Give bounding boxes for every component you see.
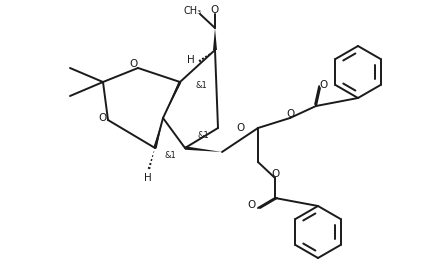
Text: O: O [99,113,107,123]
Text: O: O [248,200,256,210]
Text: &1: &1 [164,152,176,160]
Text: &1: &1 [197,131,209,141]
Polygon shape [213,28,217,50]
Text: O: O [287,109,295,119]
Text: O: O [130,59,138,69]
Polygon shape [153,118,163,149]
Text: CH₃: CH₃ [184,6,202,16]
Text: H: H [144,173,152,183]
Text: &1: &1 [195,82,207,91]
Polygon shape [185,146,222,152]
Text: O: O [320,80,328,90]
Text: O: O [272,169,280,179]
Text: O: O [237,123,245,133]
Text: O: O [211,5,219,15]
Text: H: H [187,55,195,65]
Polygon shape [163,81,181,118]
